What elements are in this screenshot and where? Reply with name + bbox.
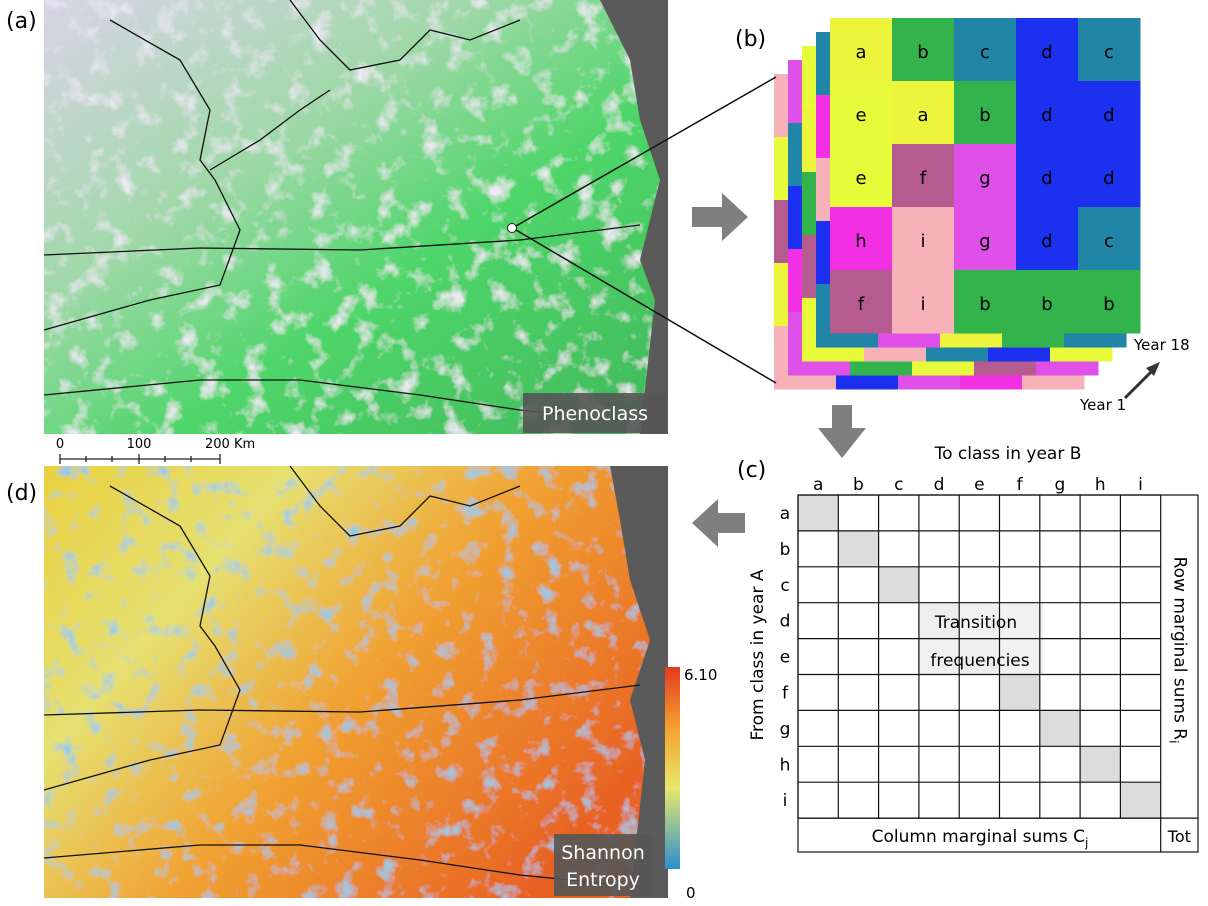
center-label: Transition [934, 613, 1017, 633]
diagonal-cell [1040, 710, 1080, 746]
scale-label: 100 [127, 437, 152, 452]
cell-label: d [1041, 231, 1052, 252]
cell-label: c [1104, 42, 1114, 63]
row-label: i [783, 791, 788, 811]
diagonal-cell [838, 531, 878, 567]
center-label: frequencies [930, 651, 1029, 671]
cell-label: e [855, 168, 866, 189]
map-label: Entropy [566, 869, 640, 891]
cell-label: f [920, 168, 927, 189]
total-label: Tot [1167, 827, 1191, 846]
cell-label: g [979, 231, 990, 252]
panel-label: (d) [6, 481, 37, 506]
column-label: a [813, 475, 823, 495]
cell-label: b [979, 294, 990, 315]
cell-label: h [855, 231, 866, 252]
diagonal-cell [1000, 675, 1040, 711]
map-entropy: Shannon Entropy [44, 466, 680, 898]
diagonal-cell [1080, 746, 1120, 782]
colorbar-max: 6.10 [684, 666, 717, 684]
cell-label: a [917, 105, 928, 126]
cell-label: d [1103, 105, 1114, 126]
raster-stack: a b c d c e a b d d e f g d d h i g d c f i b b b [774, 18, 1141, 390]
column-sums-text: Column marginal sums C [872, 827, 1085, 847]
matrix-title: To class in year B [934, 444, 1082, 464]
row-label: d [780, 612, 791, 632]
cell-label: d [1041, 42, 1052, 63]
column-label: b [853, 475, 864, 495]
cell-label: c [1104, 231, 1114, 252]
cell-label: b [917, 42, 928, 63]
column-sums-sub: j [1084, 836, 1088, 850]
cell-label: d [1103, 168, 1114, 189]
column-sums-label: Column marginal sums Cj [872, 827, 1089, 850]
row-label: c [780, 576, 789, 596]
cell-label: a [855, 42, 866, 63]
diagonal-cell [879, 567, 919, 603]
row-label: b [780, 540, 791, 560]
cell-label: i [920, 231, 925, 252]
cell-label: f [858, 294, 865, 315]
row-label: g [780, 719, 791, 739]
diagonal-cell [1120, 782, 1160, 818]
map-label: Phenoclass [542, 403, 648, 425]
cell-label: g [979, 168, 990, 189]
cell-label: i [920, 294, 925, 315]
map-phenoclass: Phenoclass [44, 0, 668, 434]
row-label: e [780, 648, 790, 668]
cell-label: b [1041, 294, 1052, 315]
cell-label: d [1041, 168, 1052, 189]
column-label: e [974, 475, 984, 495]
transition-matrix: aabbccddeeffgghhiiTransitionfrequenciesC… [780, 475, 1198, 852]
cell-label: d [1041, 105, 1052, 126]
cell-label: b [979, 105, 990, 126]
row-label: a [780, 504, 790, 524]
panel-label: (a) [6, 9, 37, 34]
diagonal-cell [798, 495, 838, 531]
matrix-row-title: From class in year A [748, 569, 768, 740]
scale-label: 200 Km [205, 437, 255, 452]
column-label: c [894, 475, 903, 495]
scale-bar [60, 454, 220, 464]
cell-label: b [1103, 294, 1114, 315]
cell-label: e [855, 105, 866, 126]
column-label: f [1017, 475, 1024, 495]
scale-label: 0 [56, 437, 64, 452]
row-sums-label: Row marginal sums Ri [1167, 557, 1190, 744]
row-sums-text: Row marginal sums R [1170, 557, 1190, 741]
year-label: Year 18 [1133, 336, 1190, 354]
row-label: h [780, 755, 791, 775]
cell-label: c [980, 42, 990, 63]
map-label: Shannon [561, 842, 645, 864]
column-label: h [1095, 475, 1106, 495]
year-label: Year 1 [1079, 396, 1126, 414]
column-label: i [1138, 475, 1143, 495]
column-label: g [1055, 475, 1066, 495]
figure: Phenoclass (a) 0 100 200 Km Shannon Entr… [0, 0, 1208, 902]
colorbar-min: 0 [686, 884, 696, 902]
row-label: f [782, 683, 789, 703]
panel-label: (c) [737, 458, 766, 483]
panel-label: (b) [735, 27, 766, 52]
year-arrow [1125, 370, 1153, 398]
row-sums-sub: i [1167, 740, 1181, 743]
column-label: d [934, 475, 945, 495]
